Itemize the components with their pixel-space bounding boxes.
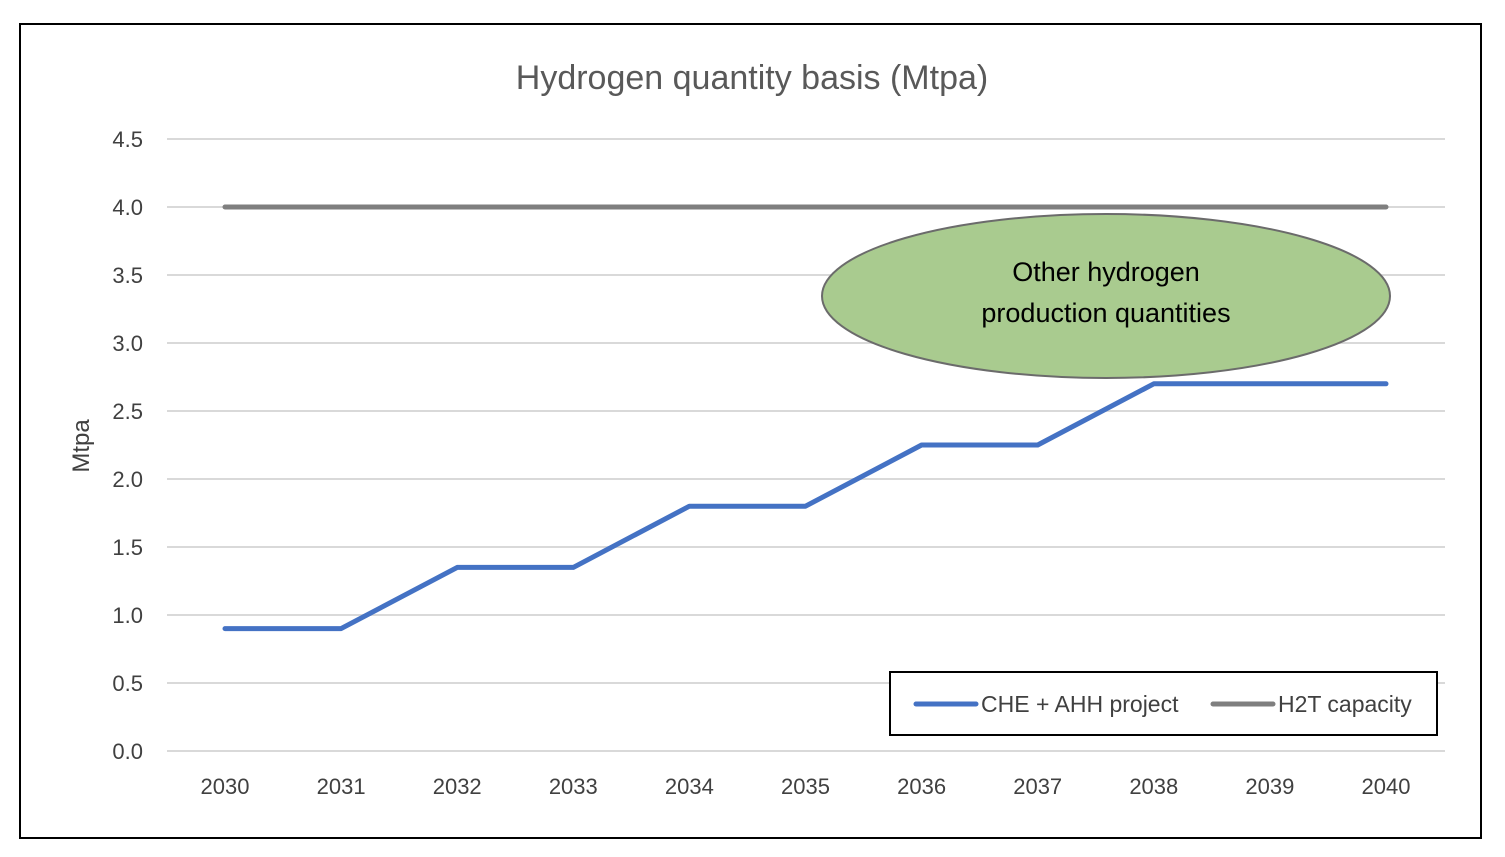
legend: CHE + AHH project H2T capacity xyxy=(889,671,1438,736)
chart-title: Hydrogen quantity basis (Mtpa) xyxy=(516,59,988,97)
y-tick-label: 4.5 xyxy=(112,127,143,152)
x-tick-label: 2031 xyxy=(317,774,366,799)
x-tick-label: 2033 xyxy=(549,774,598,799)
y-tick-label: 3.0 xyxy=(112,331,143,356)
series-lines xyxy=(222,204,1389,632)
x-tick-label: 2035 xyxy=(781,774,830,799)
y-tick-label: 0.5 xyxy=(112,671,143,696)
y-tick-label: 1.0 xyxy=(112,603,143,628)
x-axis-ticks: 2030 2031 2032 2033 2034 2035 2036 2037 2038 2039… xyxy=(201,774,1411,799)
y-tick-label: 2.5 xyxy=(112,399,143,424)
y-tick-label: 2.0 xyxy=(112,467,143,492)
y-tick-label: 1.5 xyxy=(112,535,143,560)
legend-label-che-ahh: CHE + AHH project xyxy=(981,691,1179,717)
y-tick-label: 0.0 xyxy=(112,739,143,764)
y-tick-label: 4.0 xyxy=(112,195,143,220)
chart-frame xyxy=(19,23,1482,839)
x-tick-label: 2034 xyxy=(665,774,714,799)
x-tick-label: 2036 xyxy=(897,774,946,799)
x-tick-label: 2038 xyxy=(1129,774,1178,799)
y-axis-title: Mtpa xyxy=(68,419,95,473)
x-tick-label: 2040 xyxy=(1362,774,1411,799)
annotation-line-1: Other hydrogen xyxy=(1012,257,1200,287)
legend-box xyxy=(889,671,1438,736)
legend-label-h2t: H2T capacity xyxy=(1278,691,1412,717)
x-tick-label: 2032 xyxy=(433,774,482,799)
x-tick-label: 2039 xyxy=(1245,774,1294,799)
y-tick-label: 3.5 xyxy=(112,263,143,288)
x-tick-label: 2030 xyxy=(201,774,250,799)
y-axis-ticks: 0.0 0.5 1.0 1.5 2.0 2.5 3.0 3.5 4.0 4.5 xyxy=(112,127,143,764)
series-line-0 xyxy=(222,381,1389,632)
annotation-line-2: production quantities xyxy=(981,298,1230,328)
x-tick-label: 2037 xyxy=(1013,774,1062,799)
annotation-ellipse xyxy=(821,213,1391,379)
annotation-callout: Other hydrogen production quantities xyxy=(821,213,1391,379)
